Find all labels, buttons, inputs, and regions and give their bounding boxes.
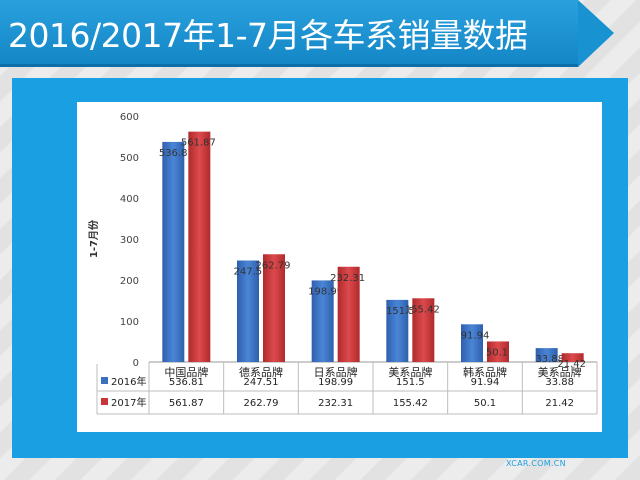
logo-subtext: XCAR.COM.CN — [506, 459, 566, 468]
bar-2017年-2 — [337, 266, 360, 362]
table-cell: 21.42 — [545, 398, 574, 409]
bar-2016年-5 — [535, 348, 558, 362]
legend-swatch-0 — [101, 377, 108, 384]
data-label: 33.88 — [535, 354, 564, 365]
data-label: 232.31 — [330, 273, 365, 284]
bar-2017年-3 — [412, 298, 435, 362]
legend-label: 2017年 — [111, 396, 146, 409]
category-label: 日系品牌 — [314, 365, 358, 379]
y-tick-label: 500 — [120, 153, 139, 164]
y-tick-label: 400 — [120, 194, 139, 205]
data-label: 91.94 — [461, 330, 490, 341]
data-label: 262.79 — [256, 260, 291, 271]
legend-label: 2016年 — [111, 375, 146, 388]
table-cell: 151.5 — [396, 377, 425, 388]
category-label: 美系品牌 — [388, 365, 432, 379]
bar-2017年-5 — [561, 353, 584, 362]
table-cell: 33.88 — [545, 377, 574, 388]
legend-swatch-1 — [101, 398, 108, 405]
table-cell: 91.94 — [471, 377, 500, 388]
data-label: 561.87 — [181, 138, 216, 149]
bar-chart: 1-7月份0100200300400500600536.81561.87247.… — [87, 112, 598, 415]
xcar-logo: 爱卡汽车 XCAR.COM.CN — [504, 437, 614, 469]
table-cell: 536.81 — [169, 377, 204, 388]
bar-2017年-1 — [263, 254, 285, 362]
category-label: 德系品牌 — [239, 365, 283, 379]
table-cell: 561.87 — [169, 398, 204, 409]
data-label: 536.81 — [159, 148, 194, 159]
bar-2016年-3 — [386, 299, 409, 362]
table-cell: 50.1 — [474, 398, 496, 409]
page-title: 2016/2017年1-7月各车系销量数据 — [8, 16, 528, 55]
data-label: 198.99 — [308, 286, 343, 297]
y-tick-label: 200 — [120, 276, 139, 287]
data-label: 21.42 — [557, 359, 586, 370]
title-banner: 2016/2017年1-7月各车系销量数据 — [0, 0, 578, 67]
category-label: 韩系品牌 — [463, 365, 507, 379]
bar-2017年-4 — [487, 341, 509, 362]
table-cell: 247.51 — [244, 377, 279, 388]
data-label: 151.5 — [386, 306, 415, 317]
category-label: 美系品牌 — [538, 365, 582, 379]
table-cell: 262.79 — [244, 398, 279, 409]
bar-2017年-0 — [188, 131, 211, 362]
data-label: 155.42 — [405, 304, 440, 315]
title-banner-arrow — [578, 0, 614, 67]
chart-card: 1-7月份 0 100 200 300 400 500 600 536.81 561.87 247.… — [77, 102, 602, 432]
bar-2016年-1 — [237, 260, 259, 362]
bar-2016年-4 — [461, 324, 483, 362]
table-cell: 155.42 — [393, 398, 428, 409]
y-tick-label: 100 — [120, 317, 139, 328]
data-label: 247.51 — [234, 267, 269, 278]
category-label: 中国品牌 — [164, 365, 208, 379]
table-cell: 232.31 — [318, 398, 353, 409]
y-tick-label: 300 — [120, 235, 139, 246]
table-cell: 198.99 — [318, 377, 353, 388]
bar-2016年-2 — [311, 280, 334, 362]
data-label: 50.1 — [486, 347, 508, 358]
bar-2016年-0 — [162, 141, 185, 362]
y-axis-label: 1-7月份 — [87, 219, 100, 258]
y-tick-label: 0 — [133, 358, 139, 369]
y-tick-label: 600 — [120, 112, 139, 123]
logo-text: 爱卡汽车 — [504, 436, 588, 460]
